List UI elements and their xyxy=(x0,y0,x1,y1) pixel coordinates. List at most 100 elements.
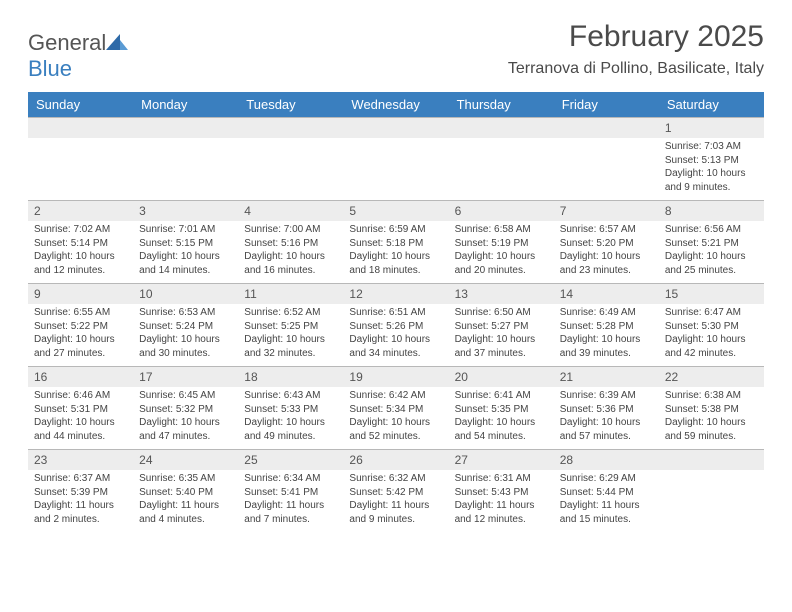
empty-daynum-bar xyxy=(238,118,343,138)
calendar-cell: 8Sunrise: 6:56 AMSunset: 5:21 PMDaylight… xyxy=(659,201,764,284)
daynum-bar: 17 xyxy=(133,367,238,387)
daylight-text: Daylight: 10 hours and 52 minutes. xyxy=(349,416,442,443)
daylight-text: Daylight: 10 hours and 42 minutes. xyxy=(665,333,758,360)
sunrise-text: Sunrise: 6:29 AM xyxy=(560,472,653,486)
empty-daynum-bar xyxy=(659,450,764,470)
calendar-cell: 5Sunrise: 6:59 AMSunset: 5:18 PMDaylight… xyxy=(343,201,448,284)
day-number: 27 xyxy=(449,450,554,470)
day-info: Sunrise: 6:39 AMSunset: 5:36 PMDaylight:… xyxy=(554,387,659,449)
brand-blue: Blue xyxy=(28,56,72,81)
daylight-text: Daylight: 10 hours and 16 minutes. xyxy=(244,250,337,277)
sunrise-text: Sunrise: 6:45 AM xyxy=(139,389,232,403)
sunrise-text: Sunrise: 7:00 AM xyxy=(244,223,337,237)
calendar-cell xyxy=(238,118,343,201)
empty-daynum-bar xyxy=(343,118,448,138)
sunset-text: Sunset: 5:26 PM xyxy=(349,320,442,334)
day-info: Sunrise: 6:32 AMSunset: 5:42 PMDaylight:… xyxy=(343,470,448,532)
calendar-cell: 20Sunrise: 6:41 AMSunset: 5:35 PMDayligh… xyxy=(449,367,554,450)
day-number: 4 xyxy=(238,201,343,221)
day-number: 2 xyxy=(28,201,133,221)
day-number: 28 xyxy=(554,450,659,470)
day-info: Sunrise: 6:52 AMSunset: 5:25 PMDaylight:… xyxy=(238,304,343,366)
calendar-cell: 7Sunrise: 6:57 AMSunset: 5:20 PMDaylight… xyxy=(554,201,659,284)
calendar-cell xyxy=(554,118,659,201)
daylight-text: Daylight: 10 hours and 20 minutes. xyxy=(455,250,548,277)
daynum-bar: 27 xyxy=(449,450,554,470)
daylight-text: Daylight: 10 hours and 23 minutes. xyxy=(560,250,653,277)
daynum-bar: 2 xyxy=(28,201,133,221)
daynum-bar: 28 xyxy=(554,450,659,470)
calendar-cell: 4 Sunrise: 7:00 AMSunset: 5:16 PMDaylight… xyxy=(238,201,343,284)
calendar-row: 2Sunrise: 7:02 AMSunset: 5:14 PMDaylight… xyxy=(28,201,764,284)
calendar-cell: 28Sunrise: 6:29 AMSunset: 5:44 PMDayligh… xyxy=(554,450,659,533)
day-info: Sunrise: 6:59 AMSunset: 5:18 PMDaylight:… xyxy=(343,221,448,283)
daylight-text: Daylight: 10 hours and 32 minutes. xyxy=(244,333,337,360)
day-number: 19 xyxy=(343,367,448,387)
day-number: 15 xyxy=(659,284,764,304)
empty-daynum-bar xyxy=(133,118,238,138)
calendar-cell: 12Sunrise: 6:51 AMSunset: 5:26 PMDayligh… xyxy=(343,284,448,367)
daynum-bar: 22 xyxy=(659,367,764,387)
sunrise-text: Sunrise: 6:50 AM xyxy=(455,306,548,320)
sunrise-text: Sunrise: 6:32 AM xyxy=(349,472,442,486)
calendar-cell xyxy=(28,118,133,201)
sunset-text: Sunset: 5:25 PM xyxy=(244,320,337,334)
day-info: Sunrise: 6:47 AMSunset: 5:30 PMDaylight:… xyxy=(659,304,764,366)
daylight-text: Daylight: 11 hours and 15 minutes. xyxy=(560,499,653,526)
daylight-text: Daylight: 10 hours and 25 minutes. xyxy=(665,250,758,277)
weekday-header: Tuesday xyxy=(238,92,343,118)
calendar-cell xyxy=(659,450,764,533)
sunrise-text: Sunrise: 6:52 AM xyxy=(244,306,337,320)
daynum-bar: 6 xyxy=(449,201,554,221)
sunrise-text: Sunrise: 6:49 AM xyxy=(560,306,653,320)
brand-logo: GeneralBlue xyxy=(28,30,130,82)
sunrise-text: Sunrise: 6:35 AM xyxy=(139,472,232,486)
sunset-text: Sunset: 5:32 PM xyxy=(139,403,232,417)
day-number: 6 xyxy=(449,201,554,221)
daynum-bar: 8 xyxy=(659,201,764,221)
sunset-text: Sunset: 5:21 PM xyxy=(665,237,758,251)
sunset-text: Sunset: 5:30 PM xyxy=(665,320,758,334)
calendar-row: 23Sunrise: 6:37 AMSunset: 5:39 PMDayligh… xyxy=(28,450,764,533)
sunset-text: Sunset: 5:15 PM xyxy=(139,237,232,251)
daylight-text: Daylight: 10 hours and 54 minutes. xyxy=(455,416,548,443)
sunset-text: Sunset: 5:16 PM xyxy=(244,237,337,251)
sunrise-text: Sunrise: 6:47 AM xyxy=(665,306,758,320)
day-info: Sunrise: 6:29 AMSunset: 5:44 PMDaylight:… xyxy=(554,470,659,532)
calendar-cell: 22Sunrise: 6:38 AMSunset: 5:38 PMDayligh… xyxy=(659,367,764,450)
calendar-cell: 15Sunrise: 6:47 AMSunset: 5:30 PMDayligh… xyxy=(659,284,764,367)
daylight-text: Daylight: 11 hours and 7 minutes. xyxy=(244,499,337,526)
sunrise-text: Sunrise: 6:59 AM xyxy=(349,223,442,237)
day-number: 14 xyxy=(554,284,659,304)
calendar-cell: 23Sunrise: 6:37 AMSunset: 5:39 PMDayligh… xyxy=(28,450,133,533)
sunset-text: Sunset: 5:41 PM xyxy=(244,486,337,500)
daylight-text: Daylight: 10 hours and 39 minutes. xyxy=(560,333,653,360)
day-number: 16 xyxy=(28,367,133,387)
day-number: 10 xyxy=(133,284,238,304)
day-number: 11 xyxy=(238,284,343,304)
daylight-text: Daylight: 10 hours and 47 minutes. xyxy=(139,416,232,443)
sunrise-text: Sunrise: 6:42 AM xyxy=(349,389,442,403)
calendar-cell: 6Sunrise: 6:58 AMSunset: 5:19 PMDaylight… xyxy=(449,201,554,284)
sunrise-text: Sunrise: 6:53 AM xyxy=(139,306,232,320)
daylight-text: Daylight: 10 hours and 18 minutes. xyxy=(349,250,442,277)
daynum-bar: 11 xyxy=(238,284,343,304)
daylight-text: Daylight: 10 hours and 14 minutes. xyxy=(139,250,232,277)
daylight-text: Daylight: 10 hours and 9 minutes. xyxy=(665,167,758,194)
day-number: 12 xyxy=(343,284,448,304)
day-info: Sunrise: 6:38 AMSunset: 5:38 PMDaylight:… xyxy=(659,387,764,449)
daylight-text: Daylight: 10 hours and 59 minutes. xyxy=(665,416,758,443)
sunset-text: Sunset: 5:39 PM xyxy=(34,486,127,500)
day-number: 17 xyxy=(133,367,238,387)
empty-daynum-bar xyxy=(449,118,554,138)
day-info: Sunrise: 6:37 AMSunset: 5:39 PMDaylight:… xyxy=(28,470,133,532)
day-number: 25 xyxy=(238,450,343,470)
calendar-cell: 1Sunrise: 7:03 AMSunset: 5:13 PMDaylight… xyxy=(659,118,764,201)
sunset-text: Sunset: 5:33 PM xyxy=(244,403,337,417)
day-number: 3 xyxy=(133,201,238,221)
daynum-bar: 18 xyxy=(238,367,343,387)
sunset-text: Sunset: 5:19 PM xyxy=(455,237,548,251)
day-info: Sunrise: 6:43 AMSunset: 5:33 PMDaylight:… xyxy=(238,387,343,449)
sunrise-text: Sunrise: 6:38 AM xyxy=(665,389,758,403)
calendar-header-row: SundayMondayTuesdayWednesdayThursdayFrid… xyxy=(28,92,764,118)
